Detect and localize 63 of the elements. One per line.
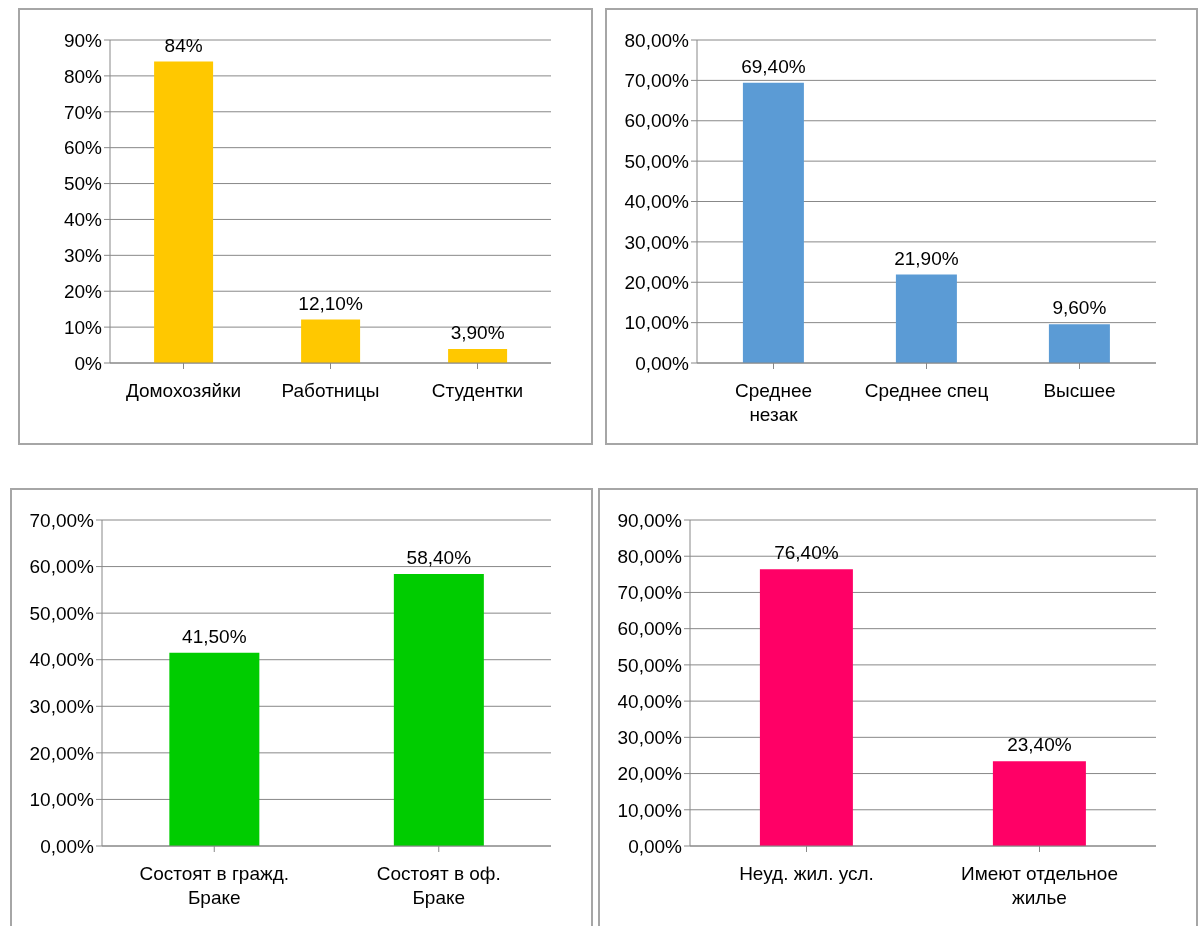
x-tick-label: Высшее [1043, 380, 1116, 401]
bar [301, 319, 361, 363]
y-tick-label: 20,00% [617, 763, 683, 785]
y-tick-label: 40,00% [624, 191, 690, 213]
y-tick-label: 20,00% [29, 742, 95, 764]
y-tick-label: 80,00% [617, 545, 683, 567]
x-tick-label: Состоят в гражд. Браке [139, 863, 290, 908]
y-tick-label: 60% [63, 137, 103, 159]
x-tick-label: Студентки [431, 380, 524, 401]
y-tick-label: 90,00% [617, 509, 683, 531]
y-tick-label: 70% [63, 101, 103, 123]
data-label: 69,40% [741, 55, 806, 77]
bar [448, 349, 508, 363]
y-tick-label: 10,00% [29, 789, 95, 811]
y-tick-label: 20,00% [624, 271, 690, 293]
y-tick-label: 0,00% [635, 352, 690, 374]
bar [742, 82, 804, 363]
y-tick-label: 50% [63, 173, 103, 195]
bar [1048, 324, 1110, 363]
data-label: 3,90% [450, 322, 505, 343]
y-tick-label: 10,00% [617, 799, 683, 821]
bar [895, 274, 957, 363]
data-label: 84% [164, 34, 203, 56]
y-tick-label: 40,00% [29, 649, 95, 671]
y-tick-label: 80,00% [624, 29, 690, 51]
y-tick-label: 10,00% [624, 312, 690, 334]
data-label: 9,60% [1052, 297, 1107, 319]
y-tick-label: 30,00% [624, 231, 690, 253]
x-tick-label: Работницы [281, 380, 380, 401]
y-tick-label: 0% [74, 352, 103, 374]
data-label: 41,50% [182, 625, 247, 647]
y-tick-label: 70,00% [617, 582, 683, 604]
y-tick-label: 30,00% [29, 696, 95, 718]
y-tick-label: 50,00% [624, 150, 690, 172]
x-tick-label: Состоят в оф. Браке [376, 863, 501, 908]
y-tick-label: 70,00% [29, 509, 95, 531]
data-label: 58,40% [406, 547, 472, 569]
y-tick-label: 80% [63, 65, 103, 87]
y-tick-label: 30% [63, 245, 103, 267]
y-tick-label: 60,00% [624, 110, 690, 132]
data-label: 21,90% [894, 247, 959, 269]
x-tick-label: Имеют отдельное жилье [961, 863, 1118, 908]
y-tick-label: 0,00% [628, 835, 683, 857]
x-tick-label: Среднее незак [734, 380, 813, 425]
y-tick-label: 10% [63, 316, 103, 338]
y-tick-label: 0,00% [40, 835, 95, 857]
y-tick-label: 60,00% [29, 556, 95, 578]
x-tick-label: Неуд. жил. усл. [739, 863, 874, 884]
bar [154, 61, 214, 363]
x-tick-label: Среднее спец [864, 380, 989, 401]
y-tick-label: 90% [63, 29, 103, 51]
y-tick-label: 50,00% [617, 654, 683, 676]
y-tick-label: 70,00% [624, 70, 690, 92]
y-tick-label: 20% [63, 280, 103, 302]
data-label: 76,40% [774, 542, 839, 564]
y-tick-label: 50,00% [29, 602, 95, 624]
y-tick-label: 40,00% [617, 690, 683, 712]
y-tick-label: 30,00% [617, 727, 683, 749]
y-tick-label: 60,00% [617, 618, 683, 640]
data-label: 23,40% [1007, 734, 1072, 756]
y-tick-label: 40% [63, 209, 103, 231]
data-label: 12,10% [298, 292, 363, 314]
x-tick-label: Домохозяйки [125, 380, 242, 401]
